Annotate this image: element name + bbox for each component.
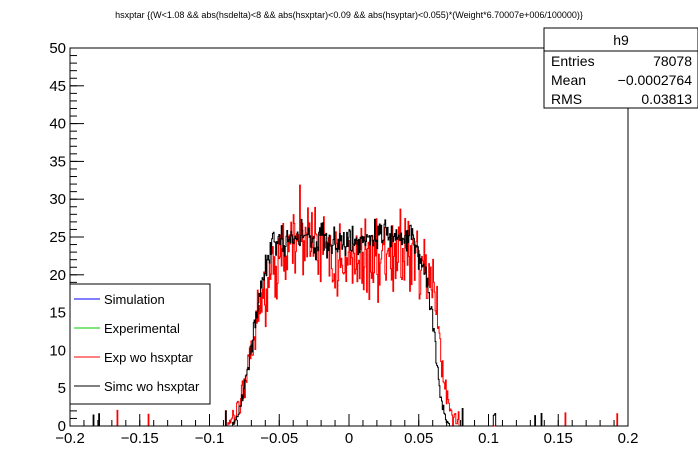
y-tick-label: 0 [58,418,66,435]
x-tick-label: −0.1 [195,430,225,447]
y-tick-label: 35 [49,153,66,170]
stats-box-frame [543,27,698,109]
x-tick-label: 0.1 [478,430,499,447]
stats-label: Entries [551,53,595,69]
legend-entry-label: Simc wo hsxptar [104,379,200,394]
y-tick-label: 10 [49,342,66,359]
x-tick-label: 0 [345,430,353,447]
legend-entry-label: Simulation [104,292,165,307]
stats-value: 0.03813 [641,91,692,107]
stats-histogram-name: h9 [613,32,629,48]
x-tick-label: 0.05 [404,430,433,447]
stats-value: −0.0002764 [618,72,693,88]
chart-title: hsxptar {(W<1.08 && abs(hsdelta)<8 && ab… [115,10,583,20]
y-tick-label: 45 [49,78,66,95]
stats-box: h9 Entries 78078 Mean −0.0002764 RMS 0.03813 [543,27,698,109]
x-tick-label: −0.15 [121,430,159,447]
legend-entry-label: Experimental [104,321,180,336]
stats-label: RMS [551,91,582,107]
x-tick-label: −0.05 [260,430,298,447]
x-tick-label: 0.15 [544,430,573,447]
y-tick-label: 50 [49,40,66,57]
y-tick-label: 5 [58,380,66,397]
series-line-simc-wo-hsxptar [70,218,628,427]
legend-entry-label: Exp wo hsxptar [104,350,194,365]
stats-value: 78078 [653,53,692,69]
y-tick-label: 15 [49,305,66,322]
legend-box: Simulation Experimental Exp wo hsxptar Simc… [69,283,211,405]
legend-frame [69,283,211,405]
x-tick-label: −0.2 [55,430,85,447]
y-tick-label: 30 [49,191,66,208]
y-tick-label: 20 [49,267,66,284]
y-tick-label: 40 [49,116,66,133]
x-tick-label: 0.2 [618,430,639,447]
plot-area: −0.2 −0.15 −0.1 −0.05 0 0.05 0.1 0.15 0.2 0 5 10 15 2… [49,40,638,447]
y-tick-label: 25 [49,229,66,246]
stats-label: Mean [551,72,586,88]
